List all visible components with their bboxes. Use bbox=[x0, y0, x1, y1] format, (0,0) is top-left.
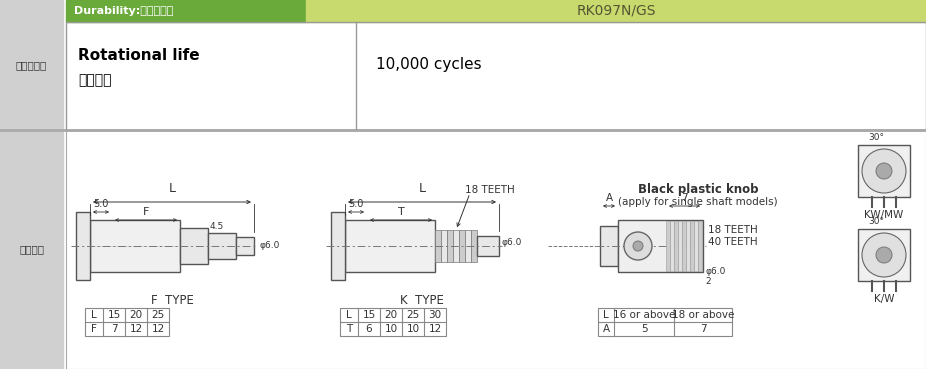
Circle shape bbox=[862, 233, 906, 277]
Text: 40 TEETH: 40 TEETH bbox=[708, 237, 757, 247]
Bar bbox=[66, 130, 926, 369]
Text: 輴的种类: 輴的种类 bbox=[19, 245, 44, 255]
Text: F  TYPE: F TYPE bbox=[151, 293, 194, 307]
Text: 7: 7 bbox=[682, 193, 688, 203]
Text: 7: 7 bbox=[111, 324, 118, 334]
Text: 30°: 30° bbox=[868, 217, 884, 225]
Bar bbox=[66, 0, 306, 22]
Bar bbox=[858, 145, 910, 197]
Bar bbox=[666, 221, 670, 271]
Bar bbox=[180, 228, 208, 264]
Bar bbox=[340, 308, 446, 336]
Text: 迨轉壽命: 迨轉壽命 bbox=[78, 73, 111, 87]
Text: 18 TEETH: 18 TEETH bbox=[708, 225, 757, 235]
Bar bbox=[600, 226, 618, 266]
Text: F: F bbox=[91, 324, 97, 334]
Circle shape bbox=[876, 247, 892, 263]
Bar bbox=[0, 0, 63, 369]
Text: RK097N/GS: RK097N/GS bbox=[576, 4, 656, 18]
Text: L: L bbox=[603, 310, 609, 320]
Text: 20: 20 bbox=[130, 310, 143, 320]
Text: φ6.0: φ6.0 bbox=[501, 238, 521, 247]
Text: Durability:耐久的性能: Durability:耐久的性能 bbox=[74, 6, 173, 16]
Circle shape bbox=[624, 232, 652, 260]
Bar bbox=[66, 22, 926, 130]
Text: 18 TEETH: 18 TEETH bbox=[465, 185, 515, 195]
Text: 12: 12 bbox=[130, 324, 143, 334]
Text: 5.0: 5.0 bbox=[348, 199, 364, 209]
Bar bbox=[66, 130, 926, 369]
Text: A: A bbox=[606, 193, 613, 203]
Text: L: L bbox=[346, 310, 352, 320]
Text: 15: 15 bbox=[107, 310, 120, 320]
Bar bbox=[698, 221, 702, 271]
Text: 10: 10 bbox=[384, 324, 397, 334]
Bar bbox=[85, 308, 169, 336]
Text: L: L bbox=[169, 182, 176, 195]
Text: φ6.0: φ6.0 bbox=[705, 267, 725, 276]
Bar bbox=[465, 230, 471, 262]
Circle shape bbox=[876, 163, 892, 179]
Text: KW/MW: KW/MW bbox=[864, 210, 904, 220]
Text: K/W: K/W bbox=[874, 294, 895, 304]
Bar bbox=[682, 221, 686, 271]
Text: φ6.0: φ6.0 bbox=[259, 241, 280, 250]
Bar bbox=[477, 236, 499, 256]
Bar bbox=[331, 212, 345, 280]
Text: 耐久的性能: 耐久的性能 bbox=[16, 60, 47, 70]
Text: 30°: 30° bbox=[868, 132, 884, 141]
Text: 30: 30 bbox=[429, 310, 442, 320]
Text: Rotational life: Rotational life bbox=[78, 48, 200, 62]
Bar bbox=[678, 221, 682, 271]
Bar bbox=[447, 230, 453, 262]
Text: 12: 12 bbox=[151, 324, 165, 334]
Text: 10,000 cycles: 10,000 cycles bbox=[376, 58, 482, 72]
Text: 5.0: 5.0 bbox=[94, 199, 108, 209]
Circle shape bbox=[633, 241, 643, 251]
Bar bbox=[306, 0, 926, 22]
Text: 5: 5 bbox=[641, 324, 647, 334]
Bar bbox=[66, 22, 926, 130]
Text: 25: 25 bbox=[151, 310, 165, 320]
Text: 18 or above: 18 or above bbox=[671, 310, 734, 320]
Bar bbox=[670, 221, 674, 271]
Bar bbox=[76, 212, 90, 280]
Bar bbox=[208, 233, 236, 259]
Bar bbox=[686, 221, 690, 271]
Bar bbox=[459, 230, 465, 262]
Bar bbox=[618, 220, 703, 272]
Text: L: L bbox=[91, 310, 97, 320]
Bar bbox=[441, 230, 447, 262]
Text: 15: 15 bbox=[362, 310, 376, 320]
Text: 2: 2 bbox=[705, 277, 710, 286]
Bar bbox=[674, 221, 678, 271]
Text: 10: 10 bbox=[407, 324, 419, 334]
Text: A: A bbox=[603, 324, 609, 334]
Bar bbox=[453, 230, 459, 262]
Bar bbox=[471, 230, 477, 262]
Text: 6: 6 bbox=[366, 324, 372, 334]
Bar bbox=[690, 221, 694, 271]
Text: F: F bbox=[143, 207, 149, 217]
Bar bbox=[90, 220, 180, 272]
Text: 25: 25 bbox=[407, 310, 419, 320]
Text: T: T bbox=[346, 324, 352, 334]
Text: 7: 7 bbox=[700, 324, 707, 334]
Bar bbox=[598, 308, 732, 336]
Bar bbox=[236, 237, 254, 255]
Text: K  TYPE: K TYPE bbox=[400, 293, 444, 307]
Text: 12: 12 bbox=[429, 324, 442, 334]
Bar bbox=[435, 230, 441, 262]
Bar bbox=[858, 229, 910, 281]
Circle shape bbox=[862, 149, 906, 193]
Text: Black plastic knob: Black plastic knob bbox=[638, 183, 758, 197]
Text: T: T bbox=[397, 207, 405, 217]
Text: 16 or above: 16 or above bbox=[613, 310, 675, 320]
Bar bbox=[345, 220, 435, 272]
Text: (apply for single shaft models): (apply for single shaft models) bbox=[619, 197, 778, 207]
Text: L: L bbox=[419, 182, 426, 195]
Text: 4.5: 4.5 bbox=[210, 222, 224, 231]
Text: 20: 20 bbox=[384, 310, 397, 320]
Bar bbox=[694, 221, 698, 271]
